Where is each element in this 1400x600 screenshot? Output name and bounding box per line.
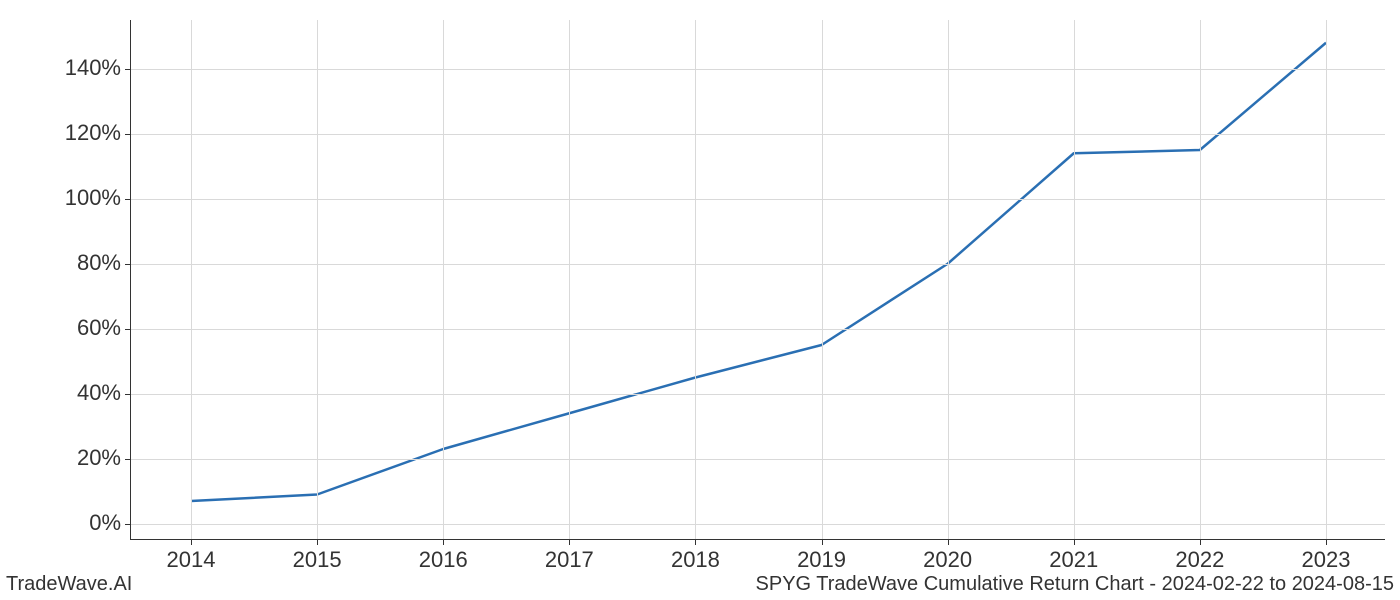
- grid-line-vertical: [1200, 20, 1201, 539]
- y-tick-label: 140%: [65, 55, 131, 81]
- x-tick-label: 2022: [1175, 539, 1224, 573]
- x-tick-label: 2014: [167, 539, 216, 573]
- x-tick-label: 2018: [671, 539, 720, 573]
- y-tick-label: 60%: [77, 315, 131, 341]
- x-tick-label: 2021: [1049, 539, 1098, 573]
- grid-line-vertical: [1074, 20, 1075, 539]
- y-tick-label: 80%: [77, 250, 131, 276]
- y-tick-label: 20%: [77, 445, 131, 471]
- grid-line-vertical: [443, 20, 444, 539]
- grid-line-horizontal: [131, 524, 1385, 525]
- grid-line-horizontal: [131, 199, 1385, 200]
- x-tick-label: 2019: [797, 539, 846, 573]
- grid-line-horizontal: [131, 134, 1385, 135]
- grid-line-horizontal: [131, 264, 1385, 265]
- grid-line-horizontal: [131, 69, 1385, 70]
- x-tick-label: 2020: [923, 539, 972, 573]
- grid-line-horizontal: [131, 394, 1385, 395]
- grid-line-vertical: [569, 20, 570, 539]
- x-tick-label: 2017: [545, 539, 594, 573]
- plot-area: 2014201520162017201820192020202120222023…: [130, 20, 1385, 540]
- line-chart-svg: [131, 20, 1386, 540]
- x-tick-label: 2023: [1302, 539, 1351, 573]
- grid-line-vertical: [695, 20, 696, 539]
- grid-line-horizontal: [131, 329, 1385, 330]
- grid-line-vertical: [822, 20, 823, 539]
- footer-caption: SPYG TradeWave Cumulative Return Chart -…: [756, 573, 1394, 596]
- y-tick-label: 100%: [65, 185, 131, 211]
- chart-container: 2014 2015 2016 2017 2018 2019 2020 2021 2022 2023…: [0, 0, 1400, 600]
- y-tick-label: 40%: [77, 380, 131, 406]
- grid-line-horizontal: [131, 459, 1385, 460]
- grid-line-vertical: [317, 20, 318, 539]
- grid-line-vertical: [948, 20, 949, 539]
- grid-line-vertical: [191, 20, 192, 539]
- cumulative-return-line: [191, 43, 1326, 501]
- footer-brand: TradeWave.AI: [6, 573, 132, 596]
- x-tick-label: 2016: [419, 539, 468, 573]
- y-tick-label: 0%: [89, 510, 131, 536]
- grid-line-vertical: [1326, 20, 1327, 539]
- x-tick-label: 2015: [293, 539, 342, 573]
- y-tick-label: 120%: [65, 120, 131, 146]
